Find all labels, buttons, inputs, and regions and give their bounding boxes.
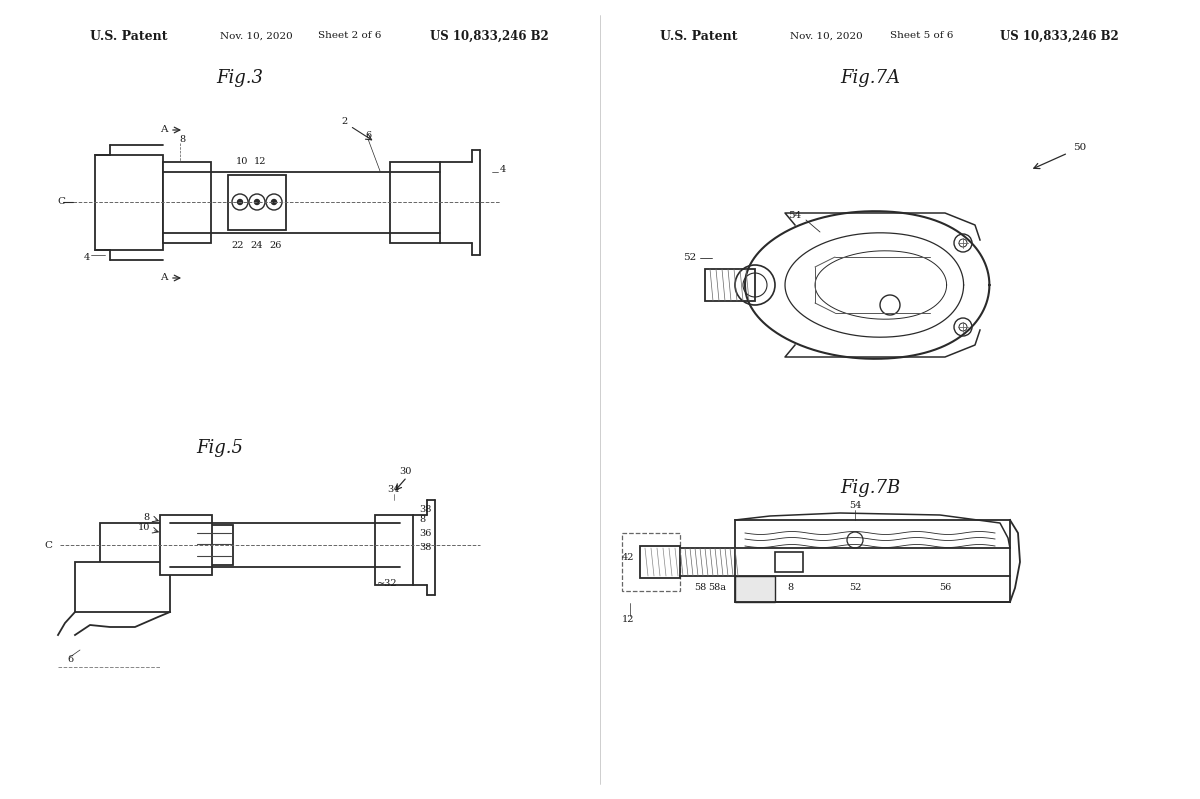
Text: 24: 24 bbox=[251, 241, 263, 251]
Circle shape bbox=[271, 200, 276, 205]
Text: US 10,833,246 B2: US 10,833,246 B2 bbox=[430, 30, 548, 42]
Text: 30: 30 bbox=[398, 467, 412, 476]
Bar bbox=[374, 515, 413, 585]
Text: Fig.3: Fig.3 bbox=[216, 69, 264, 87]
Text: 52: 52 bbox=[683, 253, 697, 263]
Text: 58: 58 bbox=[694, 583, 706, 593]
Text: Fig.7B: Fig.7B bbox=[840, 479, 900, 497]
Text: US 10,833,246 B2: US 10,833,246 B2 bbox=[1000, 30, 1118, 42]
Text: 2: 2 bbox=[342, 117, 348, 126]
Text: C: C bbox=[58, 197, 65, 206]
Text: Nov. 10, 2020: Nov. 10, 2020 bbox=[790, 31, 863, 41]
Text: 22: 22 bbox=[232, 241, 245, 251]
Text: 34: 34 bbox=[388, 486, 401, 495]
Text: 4: 4 bbox=[500, 165, 506, 174]
Text: 6: 6 bbox=[365, 132, 371, 141]
Bar bbox=[163, 162, 211, 243]
Bar bbox=[194, 525, 233, 565]
Text: 10: 10 bbox=[138, 523, 150, 532]
Text: 12: 12 bbox=[622, 615, 635, 625]
Bar bbox=[622, 533, 680, 591]
Circle shape bbox=[238, 200, 242, 205]
Text: Fig.5: Fig.5 bbox=[197, 439, 244, 457]
Text: 8: 8 bbox=[144, 514, 150, 523]
Text: 36: 36 bbox=[419, 528, 431, 538]
Text: 26: 26 bbox=[270, 241, 282, 251]
Text: C: C bbox=[44, 540, 52, 550]
Bar bbox=[228, 175, 286, 230]
Text: 54: 54 bbox=[788, 210, 802, 220]
Text: U.S. Patent: U.S. Patent bbox=[660, 30, 738, 42]
Text: 8: 8 bbox=[179, 136, 185, 145]
Text: 12: 12 bbox=[253, 157, 266, 165]
Bar bbox=[95, 155, 163, 250]
Bar bbox=[100, 523, 170, 567]
Text: 42: 42 bbox=[622, 554, 635, 562]
Bar bbox=[706, 269, 755, 301]
Bar bbox=[160, 515, 212, 575]
Text: U.S. Patent: U.S. Patent bbox=[90, 30, 168, 42]
Text: A: A bbox=[161, 273, 168, 283]
Text: A: A bbox=[161, 125, 168, 134]
Text: Sheet 2 of 6: Sheet 2 of 6 bbox=[318, 31, 382, 41]
Text: 38: 38 bbox=[419, 506, 431, 515]
Bar bbox=[734, 576, 775, 602]
Text: 8: 8 bbox=[419, 515, 425, 524]
Bar bbox=[775, 552, 803, 572]
Text: ~32: ~32 bbox=[377, 578, 397, 587]
Text: 52: 52 bbox=[848, 583, 862, 593]
Bar bbox=[390, 162, 440, 243]
Bar bbox=[74, 562, 170, 612]
Text: 56: 56 bbox=[938, 583, 952, 593]
Text: 38: 38 bbox=[419, 543, 431, 551]
Text: Sheet 5 of 6: Sheet 5 of 6 bbox=[890, 31, 953, 41]
Text: 54: 54 bbox=[848, 502, 862, 511]
Text: 50: 50 bbox=[1073, 144, 1087, 153]
Circle shape bbox=[254, 200, 259, 205]
Text: 10: 10 bbox=[236, 157, 248, 165]
Text: Fig.7A: Fig.7A bbox=[840, 69, 900, 87]
Text: 8: 8 bbox=[787, 583, 793, 593]
Text: 4: 4 bbox=[84, 252, 90, 261]
Bar bbox=[640, 546, 680, 578]
Text: 58a: 58a bbox=[708, 583, 726, 593]
Bar bbox=[734, 520, 1010, 602]
Text: Nov. 10, 2020: Nov. 10, 2020 bbox=[220, 31, 293, 41]
Text: 6: 6 bbox=[67, 655, 73, 665]
